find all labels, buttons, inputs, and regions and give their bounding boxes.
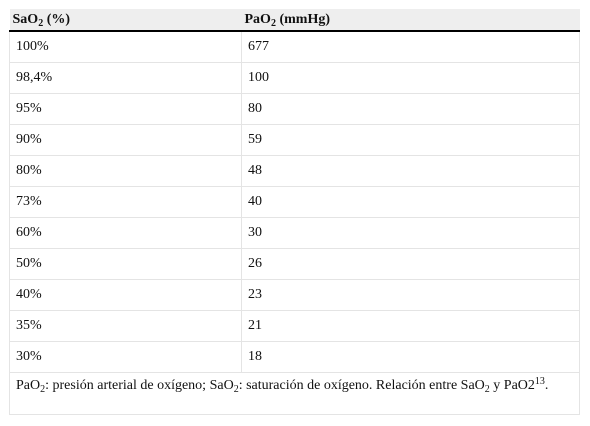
footnote-sub: 2 xyxy=(40,384,46,395)
header-sao2: SaO2 (%) xyxy=(9,9,242,32)
sao2-cell: 95% xyxy=(9,93,242,125)
pao2-cell: 21 xyxy=(241,310,580,342)
pao2-cell: 80 xyxy=(241,93,580,125)
pao2-cell: 23 xyxy=(241,279,580,311)
sao2-cell: 35% xyxy=(9,310,242,342)
table-row: 98,4% 100 xyxy=(9,62,580,94)
footnote-text: y PaO2 xyxy=(489,378,535,393)
sao2-cell: 98,4% xyxy=(9,62,242,94)
sao2-cell: 50% xyxy=(9,248,242,280)
footnote-text: : presión arterial de oxígeno; SaO xyxy=(45,378,234,393)
pao2-cell: 59 xyxy=(241,124,580,156)
table-footnote: PaO2: presión arterial de oxígeno; SaO2:… xyxy=(9,372,580,415)
table-row: 80% 48 xyxy=(9,155,580,187)
header-pao2: PaO2 (mmHg) xyxy=(241,9,580,32)
table-header: SaO2 (%) PaO2 (mmHg) xyxy=(9,9,580,32)
footnote-text: PaO xyxy=(16,378,41,393)
table-row: 30% 18 xyxy=(9,341,580,373)
header-sao2-unit: (%) xyxy=(43,11,71,27)
table-row: 100% 677 xyxy=(9,30,580,63)
table-row: 35% 21 xyxy=(9,310,580,342)
footnote-sub: 2 xyxy=(484,384,490,395)
footnote-text: : saturación de oxígeno. Relación entre … xyxy=(238,378,485,393)
pao2-cell: 677 xyxy=(241,30,580,63)
footnote-row: PaO2: presión arterial de oxígeno; SaO2:… xyxy=(9,372,580,415)
footnote-reference: 13 xyxy=(534,376,545,387)
pao2-cell: 48 xyxy=(241,155,580,187)
table-footer: PaO2: presión arterial de oxígeno; SaO2:… xyxy=(9,372,580,415)
table-row: 50% 26 xyxy=(9,248,580,280)
header-pao2-unit: (mmHg) xyxy=(275,11,330,27)
pao2-cell: 100 xyxy=(241,62,580,94)
header-sao2-base: SaO xyxy=(12,11,39,27)
pao2-cell: 18 xyxy=(241,341,580,373)
header-row: SaO2 (%) PaO2 (mmHg) xyxy=(9,9,580,32)
table-row: 95% 80 xyxy=(9,93,580,125)
data-table-container: SaO2 (%) PaO2 (mmHg) 100% 677 98,4% 100 95… xyxy=(9,9,580,415)
table-row: 73% 40 xyxy=(9,186,580,218)
sao2-pao2-table: SaO2 (%) PaO2 (mmHg) 100% 677 98,4% 100 95… xyxy=(9,9,580,415)
header-sao2-sub: 2 xyxy=(38,17,44,29)
sao2-cell: 40% xyxy=(9,279,242,311)
header-pao2-sub: 2 xyxy=(270,17,276,29)
pao2-cell: 26 xyxy=(241,248,580,280)
sao2-cell: 80% xyxy=(9,155,242,187)
table-row: 90% 59 xyxy=(9,124,580,156)
sao2-cell: 73% xyxy=(9,186,242,218)
table-row: 40% 23 xyxy=(9,279,580,311)
table-row: 60% 30 xyxy=(9,217,580,249)
sao2-cell: 100% xyxy=(9,30,242,63)
sao2-cell: 60% xyxy=(9,217,242,249)
sao2-cell: 90% xyxy=(9,124,242,156)
pao2-cell: 30 xyxy=(241,217,580,249)
header-pao2-base: PaO xyxy=(244,11,271,27)
sao2-cell: 30% xyxy=(9,341,242,373)
table-body: 100% 677 98,4% 100 95% 80 90% 59 80% 48 73% 40… xyxy=(9,30,580,373)
footnote-text: . xyxy=(544,378,549,393)
footnote-sub: 2 xyxy=(233,384,239,395)
pao2-cell: 40 xyxy=(241,186,580,218)
